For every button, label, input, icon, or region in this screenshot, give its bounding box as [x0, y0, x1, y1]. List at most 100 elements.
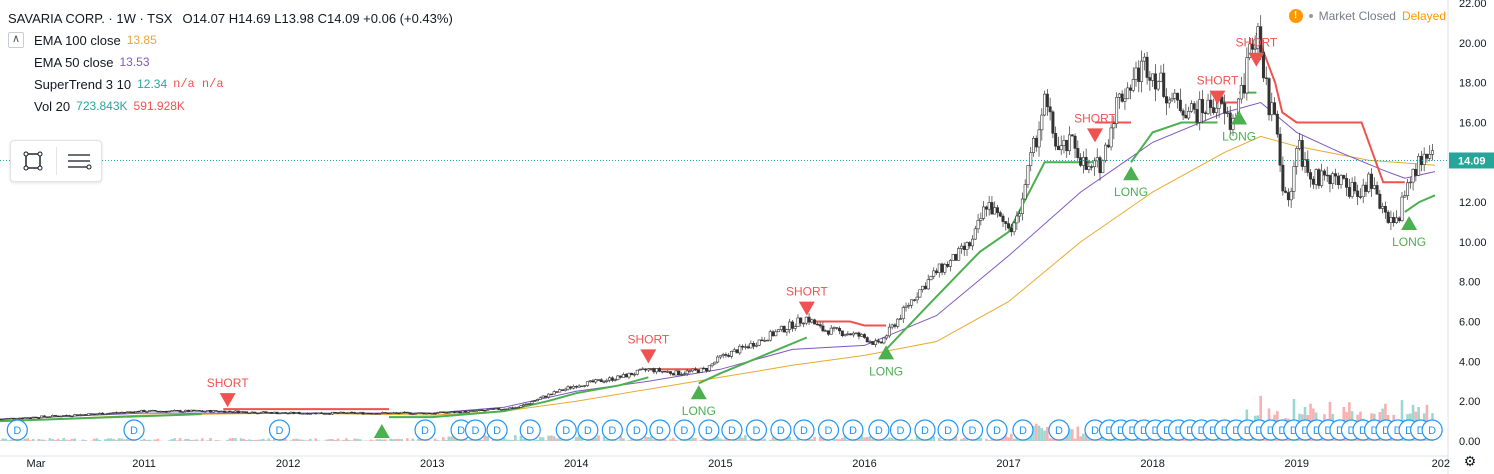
dividend-marker[interactable] — [673, 419, 695, 441]
candle-body — [530, 401, 534, 404]
dividend-label: D — [633, 425, 641, 437]
candle-body — [1162, 72, 1166, 97]
candle-body — [973, 228, 977, 240]
dividend-marker[interactable] — [868, 419, 890, 441]
candle-body — [605, 379, 609, 382]
candle-body — [1214, 107, 1218, 113]
volume-bar — [214, 440, 218, 441]
volume-bar — [167, 440, 171, 441]
legend-ema50[interactable]: EMA 50 close 13.53 — [8, 51, 453, 73]
volume-bar — [1082, 433, 1085, 441]
candle-body — [511, 407, 515, 409]
dividend-label: D — [608, 425, 616, 437]
rectangle-tool-button[interactable] — [11, 141, 56, 181]
dividend-marker[interactable] — [555, 419, 577, 441]
dividend-label: D — [1371, 425, 1379, 437]
st_up1-line — [0, 413, 202, 423]
volume-bar — [295, 438, 298, 441]
dividend-marker[interactable] — [649, 419, 671, 441]
candle-body — [405, 411, 409, 414]
candle-body — [228, 410, 232, 413]
dividend-label: D — [1175, 425, 1183, 437]
collapse-legend-button[interactable]: ∧ — [8, 32, 24, 48]
dividend-marker[interactable] — [889, 419, 912, 441]
dividend-marker[interactable] — [414, 419, 436, 441]
volume-bar — [691, 437, 694, 441]
volume-bar — [649, 436, 653, 441]
dividend-label: D — [13, 425, 21, 437]
volume-bar — [225, 440, 229, 441]
candle-body — [153, 410, 157, 412]
dividend-marker[interactable] — [842, 419, 864, 441]
dividend-marker[interactable] — [986, 419, 1008, 441]
candle-body — [344, 412, 348, 414]
volume-bar — [128, 438, 132, 441]
candle-body — [1225, 112, 1229, 114]
volume-bar — [688, 438, 692, 441]
volume-bar — [383, 439, 387, 441]
dividend-marker[interactable] — [577, 419, 599, 441]
dividend-marker[interactable] — [698, 419, 720, 441]
dividend-marker[interactable] — [914, 419, 936, 441]
candle-body — [261, 411, 265, 414]
candle-body — [391, 412, 395, 414]
dividend-marker[interactable] — [601, 419, 623, 441]
candle-body — [826, 330, 830, 335]
dividend-marker[interactable] — [745, 419, 768, 441]
dividend-marker[interactable] — [1421, 419, 1443, 441]
warning-icon[interactable]: ! — [1288, 9, 1303, 23]
volume-bar — [356, 438, 359, 441]
volume-bar — [117, 438, 121, 441]
volume-bar — [976, 437, 980, 441]
candle-body — [727, 355, 731, 357]
dividend-marker[interactable] — [626, 419, 648, 441]
dividend-marker[interactable] — [1012, 419, 1034, 441]
candle-body — [660, 370, 664, 373]
dividend-marker[interactable] — [519, 419, 541, 441]
dividend-marker[interactable] — [123, 419, 145, 441]
volume-bar — [480, 439, 484, 441]
dividend-marker[interactable] — [268, 419, 291, 441]
volume-bar — [289, 440, 293, 441]
delayed-label[interactable]: Delayed — [1401, 9, 1446, 23]
candle-body — [663, 370, 667, 373]
gear-icon[interactable]: ⚙ — [1464, 453, 1477, 469]
legend-supertrend[interactable]: SuperTrend 3 10 12.34 n/a n/a — [8, 73, 453, 95]
dividend-label: D — [1336, 425, 1344, 437]
y-tick-label: 8.00 — [1459, 277, 1480, 289]
candle-body — [1353, 181, 1357, 192]
legend-ema100[interactable]: ∧ EMA 100 close 13.85 — [8, 29, 453, 51]
dividend-marker[interactable] — [937, 419, 959, 441]
candle-body — [250, 411, 254, 414]
lines-tool-button[interactable] — [57, 141, 102, 181]
candle-body — [984, 206, 988, 210]
dividend-marker[interactable] — [817, 419, 840, 441]
candle-body — [1059, 145, 1063, 151]
rectangle-icon — [23, 151, 43, 171]
volume-bar — [788, 436, 791, 441]
volume-bar — [818, 436, 822, 441]
dividend-marker[interactable] — [721, 419, 743, 441]
candle-body — [1403, 195, 1407, 198]
candle-body — [339, 411, 343, 414]
dividend-marker[interactable] — [486, 419, 508, 441]
volume-bar — [447, 436, 451, 441]
candle-body — [483, 409, 487, 412]
candle-body — [1370, 173, 1374, 189]
dividend-marker[interactable] — [1048, 419, 1070, 441]
candle-body — [752, 342, 756, 347]
dividend-marker[interactable] — [464, 419, 487, 441]
symbol-title[interactable]: SAVARIA CORP. · 1W · TSX — [8, 10, 173, 26]
dividend-marker[interactable] — [793, 419, 815, 441]
long-arrow-icon — [1231, 110, 1248, 125]
legend-volume[interactable]: Vol 20 723.843K 591.928K — [8, 95, 453, 117]
dividend-marker[interactable] — [961, 419, 984, 441]
dividend-marker[interactable] — [770, 419, 792, 441]
candle-body — [691, 368, 695, 372]
x-tick-label: 202 — [1432, 458, 1450, 470]
indicator-name: Vol 20 — [34, 98, 71, 114]
volume-bar — [987, 440, 991, 441]
dividend-marker[interactable] — [6, 419, 28, 441]
volume-bar — [937, 437, 941, 441]
